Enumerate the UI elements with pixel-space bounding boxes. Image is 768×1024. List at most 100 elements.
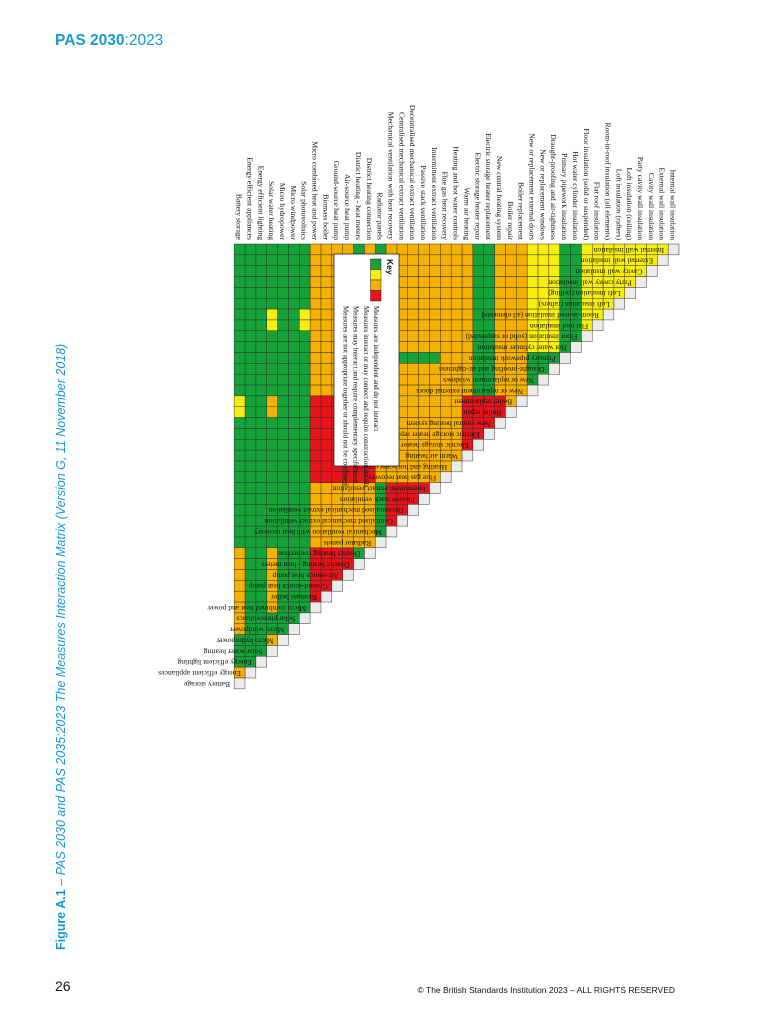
- matrix-cell: [407, 319, 419, 332]
- matrix-cell: [418, 341, 430, 353]
- matrix-row-label: Flue gas heat recovery: [441, 171, 450, 240]
- matrix-cell: [266, 363, 278, 375]
- matrix-cell: [288, 287, 300, 299]
- matrix-cell: [255, 363, 267, 375]
- doc-code: PAS 2030: [55, 32, 125, 49]
- matrix-cell: [450, 287, 463, 299]
- matrix-column-label: Warm air heating: [405, 452, 458, 461]
- matrix-cell: [255, 504, 267, 516]
- matrix-cell: [299, 330, 311, 342]
- matrix-diagonal-cell: [255, 656, 267, 668]
- matrix-column-label: Flat roof insulation: [530, 322, 588, 331]
- matrix-cell: [277, 363, 289, 375]
- matrix-diagonal-cell: [657, 254, 669, 266]
- matrix-cell: [526, 265, 539, 277]
- matrix-cell: [266, 265, 278, 277]
- matrix-cell: [516, 243, 528, 256]
- matrix-cell: [440, 352, 452, 364]
- matrix-cell: [299, 536, 311, 549]
- matrix-cell: [407, 395, 419, 407]
- matrix-cell: [233, 373, 246, 386]
- matrix-row-label: Solar water heating: [267, 181, 276, 240]
- matrix-cell: [450, 254, 463, 266]
- matrix-cell: [266, 395, 278, 407]
- matrix-row-label: Boiler replacement: [517, 182, 526, 241]
- matrix-cell: [299, 308, 311, 321]
- matrix-cell: [244, 276, 257, 288]
- matrix-cell: [309, 395, 322, 407]
- matrix-cell: [516, 265, 528, 277]
- matrix-cell: [494, 254, 506, 266]
- matrix-cell: [309, 243, 322, 256]
- matrix-cell: [461, 287, 474, 299]
- matrix-cell: [288, 265, 300, 277]
- matrix-cell: [244, 482, 257, 494]
- matrix-cell: [244, 471, 257, 483]
- matrix-row-label: Battery storage: [235, 194, 244, 241]
- matrix-diagonal-cell: [494, 417, 506, 429]
- matrix-cell: [407, 373, 419, 386]
- key-item-label: Measures may interact and require comple…: [352, 306, 359, 483]
- matrix-cell: [418, 406, 430, 418]
- matrix-cell: [440, 254, 452, 266]
- matrix-cell: [516, 254, 528, 266]
- matrix-cell: [299, 439, 311, 451]
- matrix-cell: [418, 308, 430, 321]
- matrix-row-label: Boiler repair: [506, 201, 515, 240]
- matrix-cell: [277, 308, 289, 321]
- matrix-row-label: Warm air heating: [462, 187, 471, 240]
- matrix-cell: [505, 319, 517, 332]
- matrix-cell: [288, 330, 300, 342]
- matrix-cell: [277, 384, 289, 397]
- matrix-cell: [309, 482, 322, 494]
- matrix-cell: [288, 395, 300, 407]
- matrix-cell: [320, 254, 333, 266]
- matrix-column-label: Radiator panels: [324, 539, 371, 548]
- matrix-cell: [320, 363, 333, 375]
- matrix-cell: [320, 243, 333, 256]
- matrix-row-label: Heating and hot water controls: [452, 146, 461, 240]
- matrix-diagonal-cell: [646, 265, 658, 277]
- matrix-column-label: Biomass boiler: [271, 593, 317, 602]
- matrix-row-label: New central heating system: [495, 156, 504, 240]
- matrix-cell: [505, 265, 517, 277]
- matrix-cell: [483, 319, 495, 332]
- matrix-cell: [320, 265, 333, 277]
- matrix-cell: [320, 384, 333, 397]
- matrix-cell: [472, 243, 484, 256]
- matrix-cell: [255, 265, 267, 277]
- matrix-cell: [494, 287, 506, 299]
- matrix-cell: [537, 287, 550, 299]
- matrix-cell: [407, 341, 419, 353]
- matrix-cell: [299, 482, 311, 494]
- matrix-cell: [233, 515, 246, 527]
- matrix-cell: [244, 308, 257, 321]
- matrix-cell: [461, 276, 474, 288]
- matrix-column-label: Centralised mechanical extract ventilati…: [265, 517, 393, 526]
- matrix-cell: [407, 243, 419, 256]
- matrix-row-label: Loft insulation (ceiling): [625, 167, 634, 240]
- matrix-cell: [450, 406, 463, 418]
- matrix-cell: [429, 308, 441, 321]
- matrix-cell: [320, 417, 333, 429]
- matrix-cell: [309, 308, 322, 321]
- matrix-diagonal-cell: [418, 493, 430, 505]
- matrix-row-label: Mechanical ventilation with heat recover…: [386, 112, 395, 240]
- matrix-cell: [233, 406, 246, 418]
- matrix-cell: [299, 373, 311, 386]
- matrix-diagonal-cell: [602, 308, 615, 321]
- matrix-cell: [255, 569, 267, 581]
- matrix-cell: [288, 417, 300, 429]
- matrix-cell: [255, 243, 267, 256]
- matrix-cell: [266, 471, 278, 483]
- matrix-cell: [244, 493, 257, 505]
- matrix-cell: [255, 547, 267, 559]
- matrix-cell: [505, 287, 517, 299]
- matrix-cell: [450, 319, 463, 332]
- matrix-cell: [244, 590, 257, 603]
- matrix-diagonal-cell: [440, 471, 452, 483]
- matrix-cell: [233, 276, 246, 288]
- matrix-cell: [233, 536, 246, 549]
- matrix-cell: [537, 265, 550, 277]
- matrix-cell: [233, 569, 246, 581]
